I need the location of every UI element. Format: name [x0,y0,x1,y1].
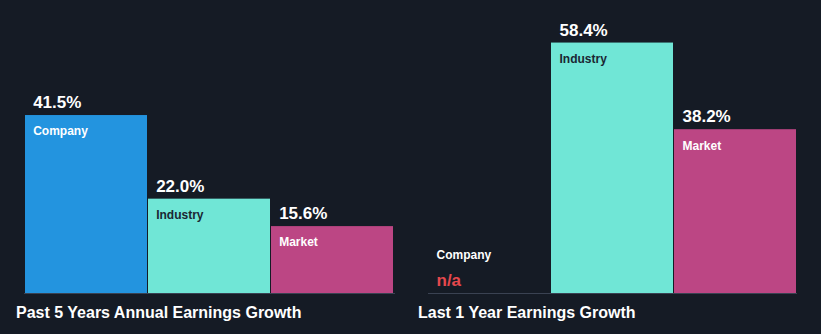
svg-text:38.2%: 38.2% [683,107,731,126]
svg-text:Company: Company [33,124,88,138]
svg-text:Company: Company [437,248,492,262]
html-text:Last 1 Year Earnings Growth: Last 1 Year Earnings Growth [418,304,636,321]
svg-text:Industry: Industry [560,52,608,66]
svg-text:Market: Market [683,139,722,153]
svg-text:41.5%: 41.5% [33,93,81,112]
svg-text:n/a: n/a [437,271,462,290]
svg-text:Industry: Industry [156,208,204,222]
svg-text:22.0%: 22.0% [156,177,204,196]
svg-text:15.6%: 15.6% [279,204,327,223]
svg-text:Market: Market [279,235,318,249]
svg-text:58.4%: 58.4% [560,20,608,39]
html-text:Past 5 Years Annual Earnings G: Past 5 Years Annual Earnings Growth [16,304,302,321]
